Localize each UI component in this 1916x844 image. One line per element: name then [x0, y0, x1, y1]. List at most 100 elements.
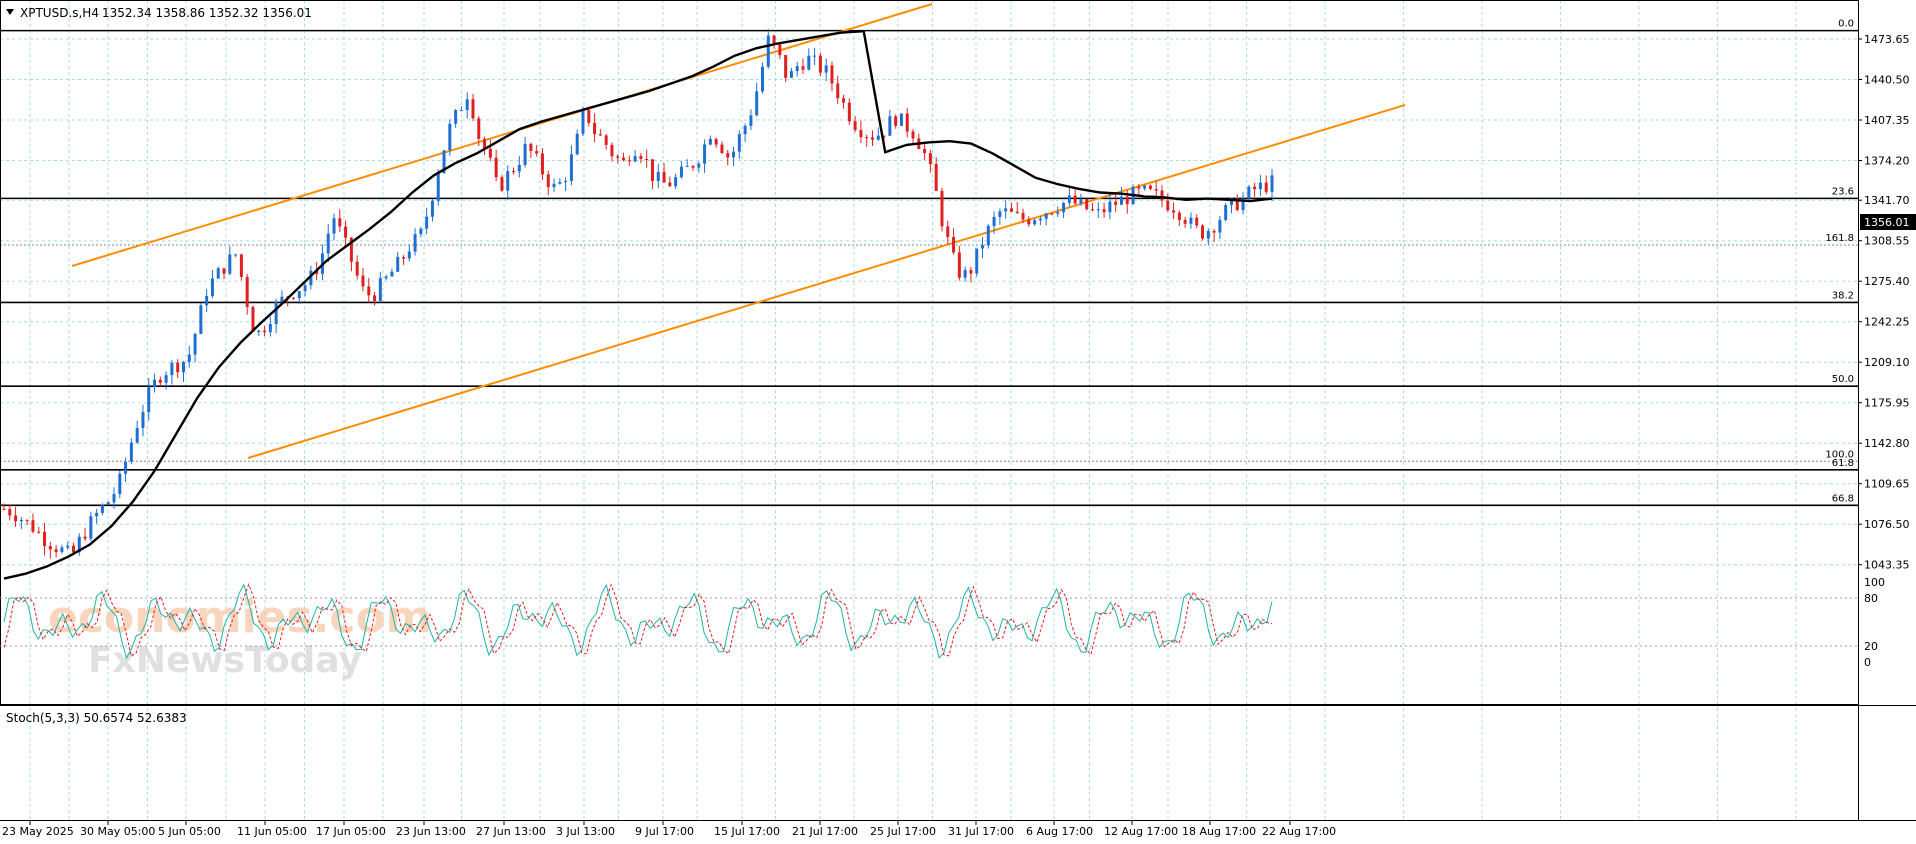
candle-body [274, 302, 278, 325]
price-tick-label: 1341.70 [1864, 194, 1910, 207]
candle-body [818, 55, 822, 73]
candle-body [558, 181, 562, 184]
candle-body [1258, 182, 1262, 190]
candle-body [373, 295, 377, 301]
stoch-scale-label: 20 [1864, 640, 1878, 653]
candle-body [268, 324, 272, 333]
dropdown-triangle-icon[interactable] [6, 9, 14, 15]
candle-body [836, 83, 840, 99]
candle-body [853, 121, 857, 131]
candle-body [280, 296, 284, 303]
candle-body [309, 270, 313, 286]
candle-body [158, 379, 162, 383]
candle-body [1108, 201, 1112, 213]
candle-body [1050, 213, 1054, 215]
candle-body [801, 66, 805, 70]
candle-body [824, 65, 828, 73]
candle-body [575, 133, 579, 155]
candle-body [633, 156, 637, 162]
candle-body [344, 226, 348, 238]
candle-body [349, 237, 353, 262]
time-tick-label: 3 Jul 13:00 [556, 825, 615, 838]
candle-body [934, 164, 938, 191]
candle-body [546, 174, 550, 188]
candle-body [1143, 185, 1147, 189]
candle-body [251, 307, 255, 332]
candle-body [749, 115, 753, 126]
candle-body [859, 130, 863, 138]
candle-body [361, 275, 365, 287]
candle-body [1038, 218, 1042, 221]
candle-body [552, 183, 556, 188]
candle-body [639, 156, 643, 159]
candle-body [674, 177, 678, 187]
candle-body [535, 150, 539, 154]
candle-body [963, 270, 967, 278]
candle-body [755, 91, 759, 116]
candle-body [691, 166, 695, 168]
candle-body [25, 519, 29, 521]
candle-body [54, 549, 58, 553]
symbol-label[interactable]: XPTUSD.s,H4 [20, 6, 99, 20]
candle-body [627, 160, 631, 162]
time-tick-label: 12 Aug 17:00 [1104, 825, 1178, 838]
time-tick-label: 27 Jun 13:00 [476, 825, 546, 838]
candle-body [795, 66, 799, 72]
candle-body [720, 144, 724, 154]
candle-body [210, 278, 214, 297]
candle-body [14, 515, 18, 522]
candle-body [436, 173, 440, 201]
candle-body [390, 271, 394, 277]
candle-body [662, 172, 666, 183]
candle-body [170, 362, 174, 376]
candle-body [656, 172, 660, 181]
candle-body [303, 285, 307, 292]
candle-body [1073, 195, 1077, 204]
channel-upper-line[interactable] [71, 3, 933, 267]
candle-body [1195, 217, 1199, 226]
candle-body [946, 226, 950, 238]
time-tick-label: 23 May 2025 [2, 825, 74, 838]
candle-body [622, 157, 626, 161]
candle-body [1119, 196, 1123, 205]
candle-body [1166, 200, 1170, 211]
candle-body [245, 276, 249, 308]
candle-body [500, 177, 504, 191]
moving-average-line [3, 29, 1273, 580]
candle-body [645, 158, 649, 160]
price-tick-label: 1175.95 [1864, 397, 1910, 410]
channel-lower-line[interactable] [247, 104, 1406, 459]
candle-body [459, 110, 463, 112]
candle-body [842, 98, 846, 103]
candle-body [708, 138, 712, 145]
price-tick-label: 1142.80 [1864, 437, 1910, 450]
candle-body [529, 143, 533, 151]
fib-level-label: 100.0 [1825, 449, 1854, 460]
fib-level-label: 50.0 [1832, 374, 1854, 385]
price-channel[interactable] [71, 3, 1406, 459]
candle-body [291, 297, 295, 299]
stochastic-panel: 100 80 20 0 [0, 576, 1885, 669]
candle-body [332, 218, 336, 234]
candle-body [697, 163, 701, 168]
stoch-scale-label: 80 [1864, 592, 1878, 605]
price-axis[interactable]: 1473.65 1440.50 1407.35 1374.20 1341.70 1308.… [1858, 33, 1910, 572]
candle-body [587, 109, 591, 123]
candle-body [60, 547, 64, 553]
current-price-label: 1356.01 [1864, 216, 1910, 229]
candle-body [124, 461, 128, 474]
candle-body [512, 171, 516, 173]
candlesticks [2, 28, 1274, 559]
candle-body [992, 216, 996, 226]
candle-body [732, 151, 736, 158]
candle-body [1056, 212, 1060, 214]
candle-body [778, 44, 782, 56]
candle-body [1137, 186, 1141, 189]
time-axis[interactable]: 23 May 2025 30 May 05:00 5 Jun 05:00 11 Jun… [2, 820, 1336, 838]
candle-body [807, 55, 811, 70]
candle-body [465, 99, 469, 111]
candle-body [222, 268, 226, 274]
candle-body [89, 516, 93, 539]
